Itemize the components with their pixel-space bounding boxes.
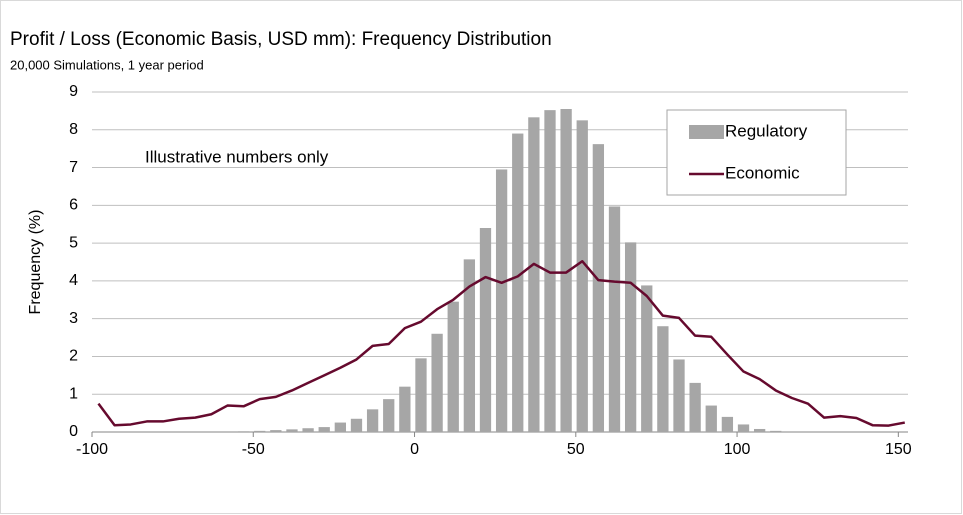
chart-subtitle: 20,000 Simulations, 1 year period <box>10 57 204 72</box>
line <box>97 259 906 427</box>
bar <box>350 418 363 432</box>
bar <box>415 358 427 432</box>
bar <box>705 405 717 432</box>
bar <box>431 333 443 432</box>
annotation: Illustrative numbers only <box>145 147 329 166</box>
y-tick-label: 3 <box>69 310 78 327</box>
y-tick-label: 7 <box>69 159 78 176</box>
bar <box>286 429 298 432</box>
bar <box>737 424 750 432</box>
bar <box>447 301 459 432</box>
bar <box>770 430 782 432</box>
bar <box>544 110 556 432</box>
bar <box>657 326 669 432</box>
bar <box>270 430 282 432</box>
bar <box>237 431 250 432</box>
bar <box>366 409 379 432</box>
bar <box>495 169 508 432</box>
legend-box <box>666 109 847 196</box>
bar <box>624 242 637 432</box>
bar <box>592 144 605 432</box>
y-tick-label: 9 <box>69 83 78 100</box>
bar <box>689 382 701 432</box>
legend-label: Economic <box>725 163 800 182</box>
y-tick-label: 0 <box>69 423 78 440</box>
bar <box>608 206 621 432</box>
bar <box>399 386 411 432</box>
chart-title: Profit / Loss (Economic Basis, USD mm): … <box>10 29 552 50</box>
y-tick-label: 4 <box>69 272 78 289</box>
bar <box>528 117 540 433</box>
bar <box>673 359 685 432</box>
x-tick-label: -50 <box>242 441 265 458</box>
bar <box>302 428 314 432</box>
bar <box>721 416 734 432</box>
x-tick-label: 50 <box>567 441 585 458</box>
bar <box>576 120 588 432</box>
x-tick-label: 0 <box>410 441 419 458</box>
bar <box>512 133 524 433</box>
bar <box>479 228 492 432</box>
y-axis-label: Frequency (%) <box>27 210 44 315</box>
bar <box>753 428 766 432</box>
bar <box>334 422 346 432</box>
x-tick-label: -100 <box>76 441 108 458</box>
legend-label: Regulatory <box>725 121 808 140</box>
bar <box>318 427 330 432</box>
x-tick-label: 150 <box>885 441 912 458</box>
y-tick-label: 5 <box>69 234 78 251</box>
y-tick-label: 6 <box>69 197 78 214</box>
x-tick-label: 100 <box>724 441 751 458</box>
bar <box>641 285 653 432</box>
bar <box>560 109 572 432</box>
bar <box>383 399 395 432</box>
y-tick-label: 8 <box>69 121 78 138</box>
bar <box>254 430 266 432</box>
bar <box>463 259 476 432</box>
legend-swatch <box>689 125 724 139</box>
y-tick-label: 1 <box>69 385 78 402</box>
y-tick-label: 2 <box>69 348 78 365</box>
